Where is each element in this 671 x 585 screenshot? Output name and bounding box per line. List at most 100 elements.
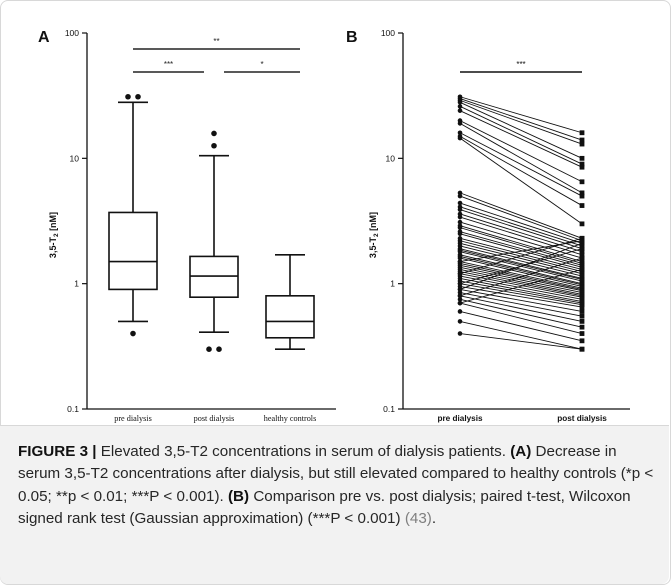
caption-panel-a: (A)	[510, 443, 532, 460]
paired-line	[459, 245, 583, 277]
panel-b-letter: B	[346, 29, 358, 46]
panel-a-chart: A 3,5-T2 [nM] 0.1 1 10 100 pre dialysis post …	[38, 28, 336, 423]
paired-line	[459, 231, 583, 266]
pre-dialysis-point	[457, 104, 463, 109]
outlier-point	[216, 346, 222, 353]
pre-dialysis-point	[457, 281, 463, 286]
paired-line	[459, 280, 583, 304]
figure-chart-area: A 3,5-T2 [nM] 0.1 1 10 100 pre dialysis post …	[38, 28, 630, 423]
post-dialysis-point	[579, 313, 585, 319]
paired-line	[459, 268, 583, 295]
paired-line	[459, 99, 583, 145]
pre-dialysis-point	[457, 121, 463, 126]
post-dialysis-point	[579, 164, 585, 170]
box-iqr	[108, 211, 158, 291]
paired-line	[459, 225, 583, 263]
y-tick-label: 100	[381, 28, 395, 38]
post-dialysis-point	[579, 130, 585, 136]
outlier-point	[211, 142, 217, 149]
caption-text-b: Comparison pre vs. post dialysis; paired…	[18, 487, 631, 528]
paired-line	[459, 110, 583, 168]
outlier-point	[130, 330, 136, 337]
paired-line	[459, 254, 583, 285]
paired-line	[459, 206, 583, 247]
pre-dialysis-point	[457, 135, 463, 141]
y-tick-label: 1	[74, 279, 79, 289]
significance-label: ***	[164, 60, 173, 69]
paired-line	[459, 209, 583, 250]
post-dialysis-point	[579, 246, 585, 252]
paired-line	[459, 98, 583, 141]
post-dialysis-point	[579, 304, 585, 310]
paired-line	[459, 101, 583, 159]
post-dialysis-point	[579, 221, 585, 227]
pre-dialysis-point	[457, 108, 463, 113]
y-tick-label: 0.1	[383, 404, 395, 414]
y-tick-label: 100	[65, 28, 79, 38]
post-dialysis-point	[579, 243, 585, 249]
paired-line	[459, 295, 583, 322]
paired-line	[459, 233, 583, 268]
paired-line	[459, 242, 583, 275]
caption-reference-link[interactable]: (43)	[404, 510, 432, 528]
pre-dialysis-point	[457, 225, 463, 230]
paired-line	[459, 135, 583, 206]
significance-label: **	[213, 37, 219, 46]
paired-line	[459, 320, 583, 350]
box-iqr	[265, 295, 315, 339]
x-tick-label: post dialysis	[194, 414, 235, 423]
post-dialysis-point	[579, 238, 585, 244]
pre-dialysis-point	[457, 231, 463, 237]
x-tick-label: pre dialysis	[437, 414, 483, 423]
pre-dialysis-point	[457, 193, 463, 199]
paired-line	[459, 288, 583, 312]
paired-line	[459, 120, 583, 183]
x-tick-label: healthy controls	[264, 414, 317, 423]
paired-line	[459, 195, 583, 242]
post-dialysis-point	[579, 203, 585, 208]
post-dialysis-point	[579, 266, 585, 272]
paired-line	[459, 283, 583, 306]
caption-figure-label: FIGURE 3 |	[18, 443, 97, 460]
paired-line	[459, 298, 583, 328]
pre-dialysis-point	[457, 130, 463, 136]
post-dialysis-point	[579, 338, 585, 344]
x-tick-label: pre dialysis	[114, 414, 152, 423]
caption-title: Elevated 3,5-T2 concentrations in serum …	[100, 443, 506, 460]
caption-panel-b: (B)	[228, 487, 250, 505]
post-dialysis-point	[579, 273, 585, 279]
post-dialysis-point	[579, 249, 585, 255]
paired-line	[459, 257, 583, 297]
pre-dialysis-point	[457, 293, 463, 299]
pre-dialysis-point	[457, 190, 463, 196]
outlier-point	[211, 130, 217, 137]
paired-line	[459, 261, 583, 289]
post-dialysis-point	[579, 255, 585, 261]
post-dialysis-point	[579, 240, 585, 246]
post-dialysis-point	[579, 179, 585, 185]
panel-b-chart: B 3,5-T2 [nM] 0.1 1 10 100 pre dialysis post …	[346, 28, 630, 423]
pre-dialysis-point	[457, 214, 463, 220]
paired-line	[459, 264, 583, 292]
pre-dialysis-point	[457, 207, 463, 212]
pre-dialysis-point	[457, 300, 463, 306]
post-dialysis-point	[579, 302, 585, 308]
post-dialysis-point	[579, 346, 585, 352]
post-dialysis-point	[579, 155, 585, 161]
pre-dialysis-point	[457, 319, 463, 324]
paired-line	[459, 257, 583, 287]
post-dialysis-point	[579, 278, 585, 284]
panel-a-letter: A	[38, 29, 50, 46]
pre-dialysis-point	[457, 287, 463, 292]
paired-line	[459, 266, 583, 293]
significance-label: *	[260, 60, 263, 69]
paired-line	[459, 213, 583, 253]
paired-line	[459, 137, 583, 225]
paired-line	[459, 221, 583, 259]
paired-line	[459, 278, 583, 302]
paired-line	[459, 96, 583, 134]
paired-line	[459, 192, 583, 239]
pre-dialysis-point	[457, 271, 463, 277]
outlier-point	[125, 93, 131, 100]
panel-b-y-axis-label: 3,5-T2 [nM]	[368, 212, 380, 258]
